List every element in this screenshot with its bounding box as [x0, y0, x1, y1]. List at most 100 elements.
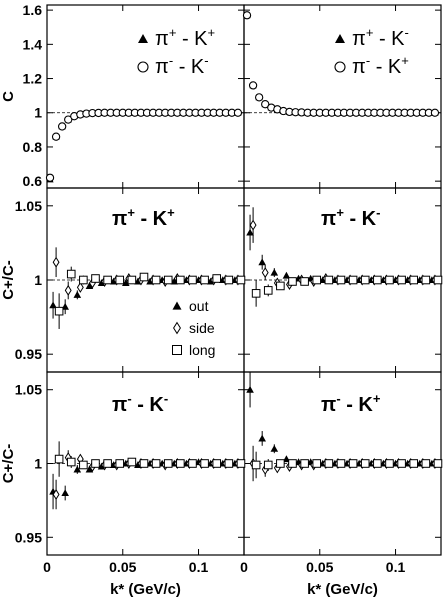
panel-title: π+ - K- — [321, 205, 380, 230]
data-point-long — [288, 277, 297, 286]
data-point-long — [139, 272, 149, 282]
legend-marker — [137, 61, 149, 73]
data-point-out — [73, 465, 82, 473]
legend-marker — [334, 61, 346, 73]
panel-title: π- - K+ — [321, 391, 381, 416]
data-point-long — [373, 459, 382, 468]
data-point--k- — [64, 115, 73, 124]
data-point-out — [258, 258, 266, 266]
data-point-long — [251, 460, 261, 470]
data-point-long — [188, 459, 197, 468]
data-point-long — [103, 275, 112, 285]
data-point-long — [200, 459, 209, 468]
data-point-long — [312, 459, 322, 468]
data-point-long — [276, 459, 285, 468]
data-point-long — [348, 459, 358, 468]
data-point-long — [224, 275, 234, 285]
data-point-long — [324, 275, 334, 285]
x-axis-title: k* (GeV/c) — [307, 581, 378, 598]
data-point-side — [64, 284, 72, 296]
data-point-long — [151, 459, 161, 468]
data-point-side — [249, 219, 257, 231]
y-axis-title: C — [0, 91, 17, 102]
data-point-long — [397, 275, 406, 285]
x-tick-label: 0.1 — [386, 559, 406, 575]
data-point-long — [276, 281, 285, 291]
data-point-out — [270, 444, 279, 452]
data-point--k- — [233, 108, 243, 117]
legend-marker — [138, 34, 148, 43]
data-point-long — [66, 457, 76, 467]
data-point-long — [336, 459, 346, 468]
x-axis-title: k* (GeV/c) — [110, 581, 181, 598]
y-tick-label: 1.05 — [15, 198, 42, 214]
data-point--k- — [248, 81, 258, 90]
data-point-out — [258, 434, 266, 442]
y-tick-label: 1 — [34, 105, 42, 121]
data-point-side — [261, 267, 269, 279]
data-point-side — [76, 281, 84, 293]
data-point-long — [188, 275, 197, 285]
x-tick-label: 0.1 — [189, 559, 209, 575]
data-point-long — [163, 275, 173, 285]
data-point-long — [151, 275, 161, 285]
data-point-long — [54, 306, 64, 316]
data-point-out — [246, 228, 254, 236]
x-tick-label: 0.05 — [306, 559, 333, 575]
data-point-long — [176, 275, 185, 285]
data-point-long — [163, 459, 173, 468]
data-point-long — [348, 275, 358, 285]
data-point-long — [336, 275, 346, 285]
panel-title: π+ - K+ — [112, 205, 175, 230]
legend-label: π+ - K- — [352, 25, 409, 50]
data-point-long — [385, 459, 394, 468]
legend-marker — [335, 34, 345, 43]
data-point-long — [300, 459, 309, 468]
key-label-side: side — [189, 320, 215, 336]
data-point-long — [54, 454, 64, 464]
data-point-long — [236, 275, 246, 285]
data-point-long — [139, 459, 149, 468]
data-point-long — [115, 275, 125, 285]
data-point-long — [312, 275, 322, 285]
y-tick-label: 0.95 — [15, 529, 42, 545]
data-point-long — [421, 459, 431, 468]
data-point-long — [236, 459, 246, 468]
key-marker-side — [173, 321, 181, 335]
key-label-long: long — [189, 342, 215, 358]
data-point-out — [270, 268, 279, 276]
legend-label: π- - K+ — [352, 53, 409, 78]
y-tick-label: 1.05 — [15, 382, 42, 398]
data-point-side — [52, 256, 60, 268]
data-point-long — [263, 286, 273, 295]
data-point--k- — [45, 173, 55, 182]
panel-title: π- - K- — [112, 391, 168, 416]
data-point-out — [282, 271, 291, 279]
data-point-long — [263, 460, 273, 470]
y-tick-label: 1.2 — [23, 71, 43, 87]
data-point-out — [61, 489, 69, 497]
data-point-long — [360, 275, 370, 285]
data-point-long — [212, 274, 222, 283]
data-point-out — [246, 385, 254, 393]
data-point--k- — [255, 93, 264, 102]
data-point-long — [79, 460, 88, 470]
y-tick-label: 1.6 — [23, 2, 43, 18]
data-point--k- — [58, 122, 67, 131]
data-point-long — [360, 459, 370, 468]
data-point-long — [421, 275, 431, 285]
data-point-long — [91, 274, 100, 283]
x-tick-label: 0.05 — [109, 559, 136, 575]
data-point-long — [176, 459, 185, 468]
data-point-long — [373, 275, 382, 285]
data-point-long — [79, 275, 88, 285]
data-point-long — [103, 459, 112, 468]
y-tick-label: 1 — [34, 456, 42, 472]
data-point--k- — [430, 108, 440, 117]
data-point--k- — [261, 100, 270, 109]
data-point-long — [224, 459, 234, 468]
data-point-long — [433, 459, 443, 468]
data-point-long — [200, 275, 209, 285]
legend-label: π+ - K+ — [155, 25, 215, 50]
